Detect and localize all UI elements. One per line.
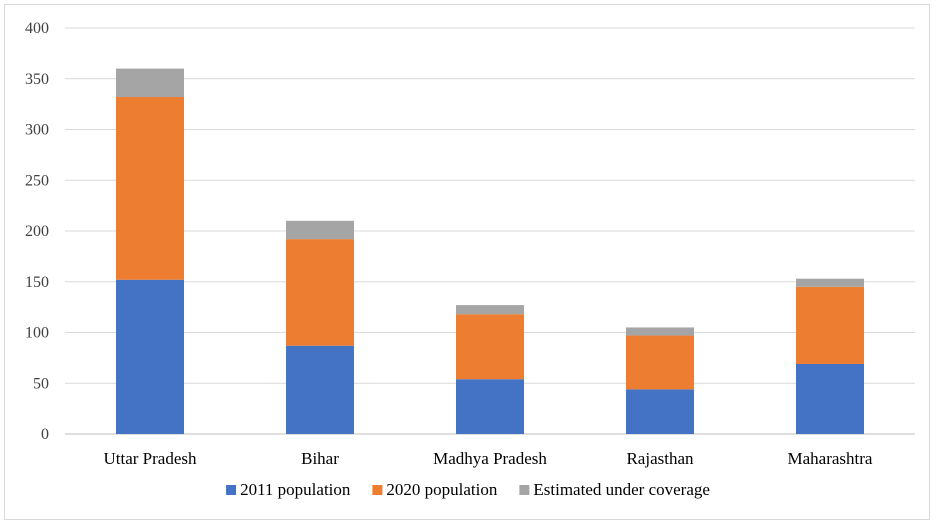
y-tick-label: 300 <box>25 122 49 139</box>
gridlines <box>65 27 915 435</box>
y-tick-label: 150 <box>25 274 49 291</box>
bar-1-4 <box>626 389 694 434</box>
x-category-label: Bihar <box>301 449 339 468</box>
legend-swatch <box>226 485 237 495</box>
y-tick-label: 250 <box>25 172 49 189</box>
y-tick-label: 350 <box>25 71 49 88</box>
bar-1-5 <box>796 363 864 434</box>
bar-3-5 <box>796 278 864 287</box>
bar-3-3 <box>456 305 524 315</box>
bar-3-4 <box>626 327 694 336</box>
y-tick-label: 50 <box>33 375 49 392</box>
bar-2-2 <box>286 239 354 346</box>
bar-1-1 <box>116 279 184 434</box>
bar-2-1 <box>116 97 184 280</box>
legend-swatch <box>519 485 530 495</box>
bar-2-3 <box>456 314 524 380</box>
bar-1-3 <box>456 379 524 434</box>
stacked-bar-chart: 0 50 100 150 200 250 300 350 400 Uttar Pradesh Bi… <box>25 20 915 499</box>
legend-swatch <box>372 485 383 495</box>
legend-label: Estimated under coverage <box>533 480 710 499</box>
legend-label: 2020 population <box>386 480 497 499</box>
legend: 2011 population 2020 population Estimated … <box>226 480 710 499</box>
y-tick-label: 200 <box>25 223 49 240</box>
chart-frame: 0 50 100 150 200 250 300 350 400 Uttar Pradesh Bi… <box>4 4 930 520</box>
x-axis: Uttar Pradesh Bihar Madhya Pradesh Rajastha… <box>103 449 872 468</box>
bar-3-1 <box>116 68 184 98</box>
y-tick-label: 0 <box>41 426 49 443</box>
bar-3-2 <box>286 220 354 240</box>
x-category-label: Maharashtra <box>788 449 873 468</box>
bar-2-4 <box>626 335 694 390</box>
bar-1-2 <box>286 345 354 434</box>
y-tick-label: 400 <box>25 20 49 37</box>
bars <box>116 68 864 434</box>
x-category-label: Uttar Pradesh <box>103 449 197 468</box>
bar-2-5 <box>796 286 864 364</box>
x-category-label: Madhya Pradesh <box>433 449 547 468</box>
x-category-label: Rajasthan <box>626 449 694 468</box>
y-tick-label: 100 <box>25 325 49 342</box>
legend-label: 2011 population <box>240 480 351 499</box>
y-axis: 0 50 100 150 200 250 300 350 400 <box>25 20 49 443</box>
